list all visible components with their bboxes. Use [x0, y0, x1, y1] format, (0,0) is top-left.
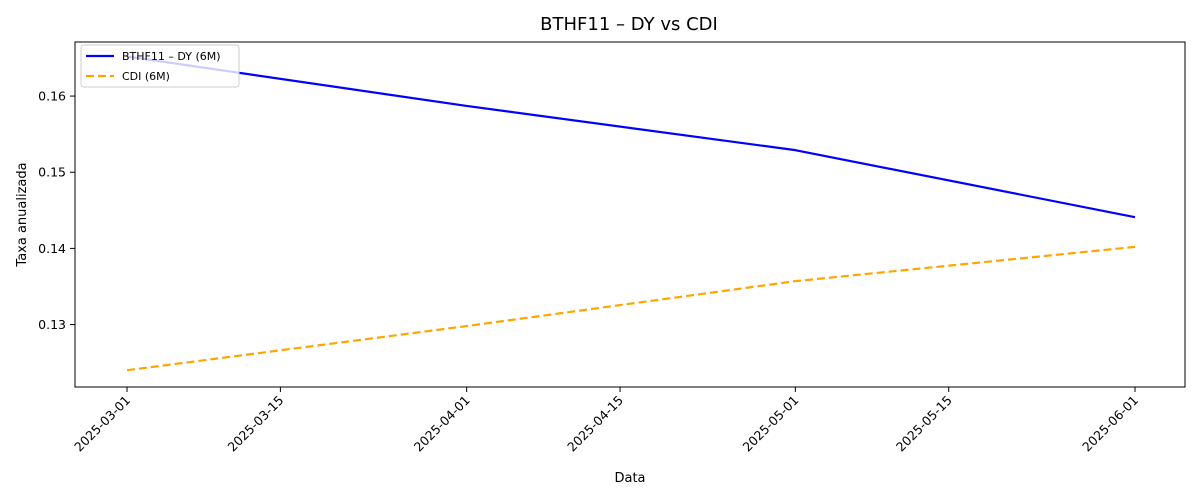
x-tick-label: 2025-06-01 [1079, 393, 1141, 455]
legend-label: BTHF11 – DY (6M) [122, 50, 221, 63]
y-tick-label: 0.15 [38, 165, 66, 180]
series-lines [126, 55, 1136, 372]
y-tick-label: 0.14 [38, 241, 66, 256]
legend-frame [80, 44, 240, 88]
legend-label: CDI (6M) [122, 70, 170, 83]
x-tick-label: 2025-03-01 [71, 393, 133, 455]
x-axis-label: Data [614, 471, 645, 486]
x-tick-label: 2025-03-15 [225, 393, 287, 455]
x-axis: 2025-03-01 2025-03-15 2025-04-01 2025-04-15… [71, 387, 1141, 454]
y-tick-label: 0.16 [38, 89, 66, 104]
y-axis: 0.13 0.14 0.15 0.16 [38, 89, 75, 332]
x-tick-label: 2025-05-15 [893, 393, 955, 455]
series-line-cdi [126, 245, 1136, 372]
chart-title: BTHF11 – DY vs CDI [540, 14, 718, 35]
x-tick-label: 2025-04-15 [564, 393, 626, 455]
y-tick-label: 0.13 [38, 317, 66, 332]
x-tick-label: 2025-04-01 [411, 393, 473, 455]
series-line-dy [126, 55, 1136, 219]
y-axis-label: Taxa anualizada [15, 162, 30, 267]
legend: BTHF11 – DY (6M) CDI (6M) [80, 44, 240, 88]
x-tick-label: 2025-05-01 [739, 393, 801, 455]
plot-area [74, 41, 1186, 388]
